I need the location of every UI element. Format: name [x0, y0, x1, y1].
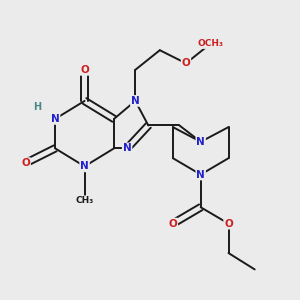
Text: OCH₃: OCH₃: [197, 39, 224, 48]
Text: O: O: [182, 58, 190, 68]
Text: N: N: [123, 143, 131, 153]
Text: N: N: [196, 137, 205, 147]
Text: O: O: [169, 219, 177, 229]
Text: CH₃: CH₃: [75, 196, 94, 205]
Text: O: O: [224, 219, 233, 229]
Text: N: N: [80, 161, 89, 171]
Text: N: N: [131, 96, 140, 106]
Text: O: O: [21, 158, 30, 168]
Text: H: H: [33, 103, 41, 112]
Text: N: N: [196, 169, 205, 179]
Text: O: O: [80, 65, 89, 75]
Text: N: N: [51, 114, 59, 124]
